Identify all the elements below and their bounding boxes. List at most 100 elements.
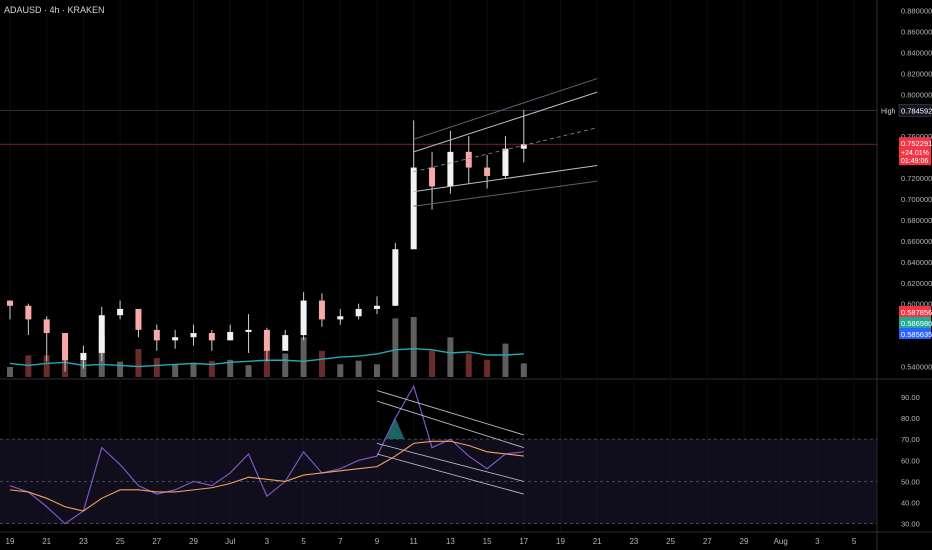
channel-line xyxy=(413,91,598,153)
rsi-tick-label: 50.00 xyxy=(901,477,920,486)
rsi-channel-line xyxy=(376,442,524,482)
volume-bar xyxy=(245,365,252,377)
high-label: High xyxy=(881,108,896,115)
price-tick-label: 0.600000 xyxy=(901,300,932,309)
price-channel xyxy=(413,78,598,207)
volume-bar xyxy=(337,364,344,377)
volume-bar xyxy=(227,359,234,377)
last-price-badge xyxy=(899,137,931,166)
rsi-tick-label: 30.00 xyxy=(901,520,920,529)
price-tick-label: 0.540000 xyxy=(901,363,932,372)
volume-bar xyxy=(153,358,160,377)
candle-body xyxy=(227,331,234,341)
time-tick-label: 27 xyxy=(703,537,712,546)
candle-body xyxy=(520,144,527,149)
price-axis: 0.880000 0.860000 0.840000 0.820000 0.800000… xyxy=(901,6,932,371)
rsi-tick-label: 80.00 xyxy=(901,414,920,423)
candle-body xyxy=(318,300,325,320)
price-tick-label: 0.800000 xyxy=(901,90,932,99)
indicator-badge-value: 0.585635 xyxy=(901,330,932,339)
time-tick-label: 9 xyxy=(375,537,380,546)
volume-bar xyxy=(172,364,179,377)
candle-body xyxy=(172,337,179,341)
time-tick-label: 15 xyxy=(483,537,492,546)
volume-bar xyxy=(392,318,399,377)
price-badges: High 0.784592 0.752291 +24.01%01:49:06 0.587… xyxy=(881,104,932,339)
volume-bar xyxy=(429,350,436,377)
time-tick-label: 21 xyxy=(593,537,602,546)
candle-body xyxy=(117,308,124,316)
time-tick-label: 25 xyxy=(116,537,125,546)
price-tick-label: 0.680000 xyxy=(901,216,932,225)
time-tick-label: Jul xyxy=(225,537,235,546)
candle-body xyxy=(7,300,13,306)
volume-bar xyxy=(502,343,509,377)
volume-bar xyxy=(300,337,307,377)
time-tick-label: 13 xyxy=(446,537,455,546)
candle-body xyxy=(484,167,491,176)
channel-midline xyxy=(413,127,598,173)
candle-body xyxy=(190,333,197,338)
candle-body xyxy=(245,329,252,332)
time-tick-label: 19 xyxy=(6,537,15,546)
price-tick-label: 0.820000 xyxy=(901,69,932,78)
time-tick-label: 17 xyxy=(519,537,528,546)
rsi-channel-line xyxy=(376,453,524,495)
candle-body xyxy=(62,333,69,361)
candle-body xyxy=(355,308,362,317)
time-tick-label: 29 xyxy=(740,537,749,546)
volume-bar xyxy=(190,363,197,377)
symbol-title: ADAUSD · 4h · KRAKEN xyxy=(4,5,105,15)
candle-body xyxy=(502,148,509,176)
time-tick-label: 25 xyxy=(666,537,675,546)
indicator-badge xyxy=(899,317,931,328)
time-tick-label: 19 xyxy=(556,537,565,546)
candle-body xyxy=(465,151,472,168)
volume-bar xyxy=(465,353,472,377)
time-tick-label: 27 xyxy=(152,537,161,546)
rsi-tick-label: 70.00 xyxy=(901,435,920,444)
channel-line xyxy=(413,164,598,193)
countdown-value: 01:49:06 xyxy=(901,158,928,165)
candle-body xyxy=(300,300,307,336)
volume-bar xyxy=(374,364,380,377)
rsi-channel-line xyxy=(376,390,524,436)
time-tick-label: Aug xyxy=(774,537,788,546)
time-tick-label: 3 xyxy=(815,537,820,546)
volume-bar xyxy=(447,337,454,377)
high-value: 0.784592 xyxy=(901,106,932,115)
indicator-badge-value: 0.587856 xyxy=(901,308,932,317)
indicator-badge xyxy=(899,328,931,339)
rsi-tick-label: 90.00 xyxy=(901,393,920,402)
price-tick-label: 0.860000 xyxy=(901,27,932,36)
rsi-overbought-fill xyxy=(386,418,405,440)
time-tick-label: 21 xyxy=(42,537,51,546)
candle-body xyxy=(43,319,50,334)
volume-bar xyxy=(135,349,142,377)
volume-bar xyxy=(520,363,527,377)
time-tick-label: 23 xyxy=(79,537,88,546)
time-tick-label: 5 xyxy=(852,537,857,546)
price-tick-label: 0.880000 xyxy=(901,6,932,15)
candle-body xyxy=(282,335,289,351)
price-tick-label: 0.760000 xyxy=(901,132,932,141)
volume-bar xyxy=(410,317,417,377)
price-tick-label: 0.720000 xyxy=(901,174,932,183)
price-tick-label: 0.640000 xyxy=(901,258,932,267)
volume-bar xyxy=(43,355,50,377)
candles xyxy=(7,109,527,372)
last-price-value: 0.752291 xyxy=(901,139,932,148)
time-tick-label: 11 xyxy=(410,537,419,546)
time-tick-label: 5 xyxy=(301,537,306,546)
volume-bar xyxy=(318,350,325,377)
channel-line xyxy=(413,78,598,140)
price-tick-label: 0.840000 xyxy=(901,48,932,57)
time-tick-label: 7 xyxy=(338,537,343,546)
last-change-value: +24.01% xyxy=(901,150,929,157)
time-tick-label: 23 xyxy=(629,537,638,546)
candle-body xyxy=(153,329,160,341)
time-tick-label: 29 xyxy=(189,537,198,546)
volume-bar xyxy=(282,353,289,377)
rsi-pane: 90.00 80.00 70.00 60.00 50.00 40.00 30.00 xyxy=(0,384,920,529)
